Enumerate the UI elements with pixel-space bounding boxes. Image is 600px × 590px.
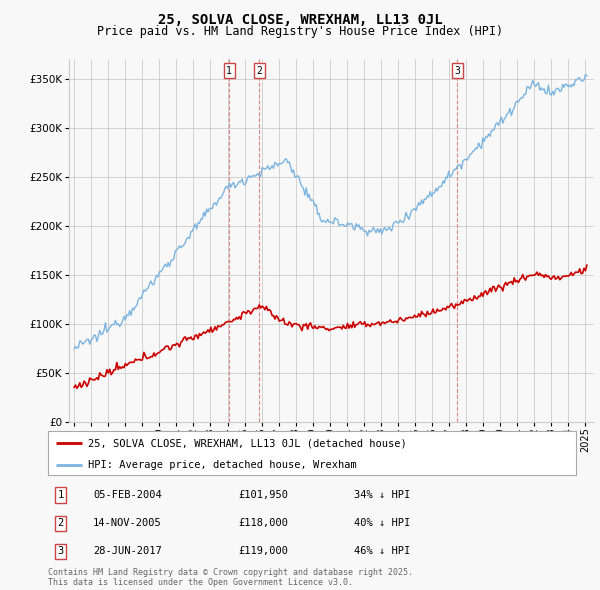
Text: 3: 3 — [455, 65, 460, 76]
Text: 40% ↓ HPI: 40% ↓ HPI — [354, 518, 410, 528]
Text: 14-NOV-2005: 14-NOV-2005 — [93, 518, 161, 528]
Text: 05-FEB-2004: 05-FEB-2004 — [93, 490, 161, 500]
Text: £101,950: £101,950 — [238, 490, 288, 500]
Text: 34% ↓ HPI: 34% ↓ HPI — [354, 490, 410, 500]
Text: Price paid vs. HM Land Registry's House Price Index (HPI): Price paid vs. HM Land Registry's House … — [97, 25, 503, 38]
Text: 1: 1 — [58, 490, 64, 500]
Text: 46% ↓ HPI: 46% ↓ HPI — [354, 546, 410, 556]
Text: 25, SOLVA CLOSE, WREXHAM, LL13 0JL (detached house): 25, SOLVA CLOSE, WREXHAM, LL13 0JL (deta… — [88, 438, 406, 448]
Text: £118,000: £118,000 — [238, 518, 288, 528]
Text: £119,000: £119,000 — [238, 546, 288, 556]
Text: HPI: Average price, detached house, Wrexham: HPI: Average price, detached house, Wrex… — [88, 460, 356, 470]
Text: 1: 1 — [226, 65, 232, 76]
Text: 3: 3 — [58, 546, 64, 556]
Text: Contains HM Land Registry data © Crown copyright and database right 2025.
This d: Contains HM Land Registry data © Crown c… — [48, 568, 413, 587]
Text: 2: 2 — [58, 518, 64, 528]
Text: 28-JUN-2017: 28-JUN-2017 — [93, 546, 161, 556]
Text: 25, SOLVA CLOSE, WREXHAM, LL13 0JL: 25, SOLVA CLOSE, WREXHAM, LL13 0JL — [158, 13, 442, 27]
Text: 2: 2 — [256, 65, 262, 76]
